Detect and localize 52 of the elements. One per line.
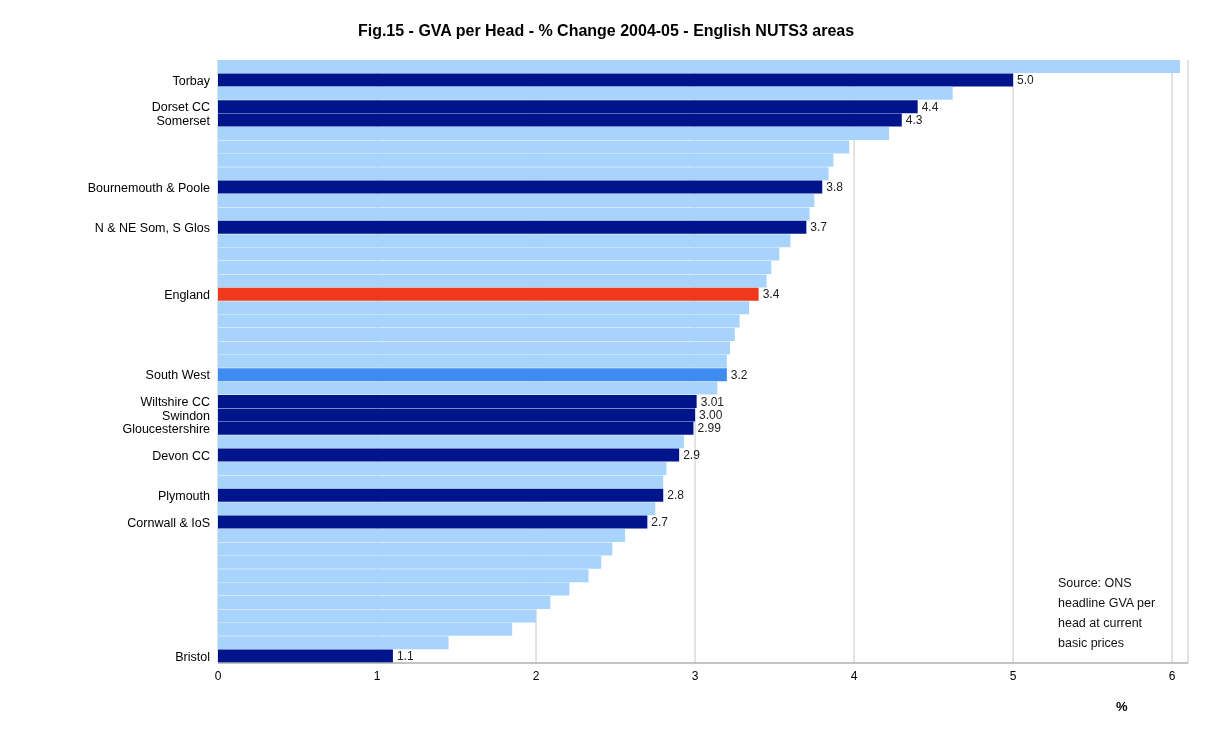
bar	[218, 435, 684, 449]
y-tick-label: Torbay	[172, 73, 211, 88]
y-tick-label: N & NE Som, S Glos	[94, 220, 210, 235]
bar	[218, 73, 1014, 87]
data-label: 2.7	[651, 515, 669, 530]
y-tick-label: Somerset	[156, 113, 211, 128]
y-tick-label: Devon CC	[152, 448, 210, 463]
data-label: 3.7	[810, 220, 828, 235]
bar	[218, 515, 648, 529]
data-label: 4.3	[905, 113, 923, 128]
data-label: 3.8	[826, 180, 844, 195]
x-tick-label: 2	[532, 668, 540, 683]
chart-title: Fig.15 - GVA per Head - % Change 2004-05 - English NUTS3 areas	[356, 22, 856, 40]
bar	[218, 287, 759, 301]
bar	[218, 86, 953, 100]
bar	[218, 448, 680, 462]
y-tick-label: Bristol	[175, 649, 210, 664]
y-tick-label: Swindon	[162, 408, 211, 423]
x-tick-label: 6	[1168, 668, 1176, 683]
bar	[218, 368, 727, 382]
x-tick-label: 3	[691, 668, 699, 683]
x-tick-label: 5	[1009, 668, 1017, 683]
y-tick-label: Bournemouth & Poole	[87, 180, 211, 195]
x-tick-label: 1	[373, 668, 381, 683]
bar	[218, 381, 718, 395]
bar	[218, 649, 393, 663]
y-tick-label: Gloucestershire	[122, 421, 211, 436]
y-tick-label: Cornwall & IoS	[127, 515, 210, 530]
x-tick-label: 0	[214, 668, 222, 683]
data-label: 4.4	[921, 99, 939, 114]
bar	[218, 488, 664, 502]
y-tick-label: South West	[145, 368, 211, 383]
y-tick-label: Wiltshire CC	[140, 395, 210, 410]
bar	[218, 502, 656, 516]
data-label: 2.9	[683, 448, 701, 463]
y-tick-label: Dorset CC	[151, 100, 210, 115]
data-label: 2.8	[667, 488, 685, 503]
annotation: Source: ONS headline GVA per head at current basic prices	[1058, 575, 1157, 652]
x-axis-title: %	[1116, 699, 1128, 714]
x-tick-label: 4	[850, 668, 858, 683]
bar	[218, 180, 823, 194]
data-label: 3.01	[700, 394, 725, 409]
data-label: 5.0	[1017, 72, 1035, 87]
bar	[218, 220, 807, 234]
data-label: 1.1	[396, 649, 414, 664]
bar	[218, 60, 1181, 73]
y-tick-label: Plymouth	[157, 488, 211, 503]
y-tick-label: England	[164, 287, 211, 302]
data-label: 3.00	[699, 407, 723, 422]
data-label: 3.2	[730, 367, 748, 382]
data-label: 2.99	[697, 421, 722, 436]
data-label: 3.4	[762, 287, 780, 302]
